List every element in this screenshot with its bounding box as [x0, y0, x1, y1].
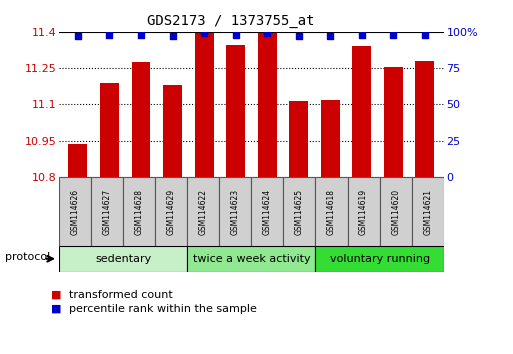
Bar [384, 67, 403, 177]
FancyBboxPatch shape [251, 177, 283, 246]
Point [358, 32, 366, 38]
Text: percentile rank within the sample: percentile rank within the sample [69, 304, 257, 314]
Text: GSM114618: GSM114618 [327, 189, 336, 234]
Text: twice a week activity: twice a week activity [192, 254, 310, 264]
Text: GSM114620: GSM114620 [391, 188, 400, 235]
FancyBboxPatch shape [59, 177, 91, 246]
Text: GSM114623: GSM114623 [231, 188, 240, 235]
Bar [194, 33, 213, 177]
Bar [226, 45, 245, 177]
Text: GSM114627: GSM114627 [103, 188, 112, 235]
Text: GSM114629: GSM114629 [167, 188, 176, 235]
Text: GSM114621: GSM114621 [423, 189, 432, 234]
Text: sedentary: sedentary [95, 254, 151, 264]
Text: ■: ■ [51, 304, 62, 314]
Text: ■: ■ [51, 290, 62, 299]
FancyBboxPatch shape [315, 246, 444, 272]
FancyBboxPatch shape [155, 177, 187, 246]
Bar [258, 33, 277, 177]
Bar [100, 83, 119, 177]
Text: GSM114624: GSM114624 [263, 188, 272, 235]
Bar [68, 144, 87, 177]
Text: GSM114622: GSM114622 [199, 189, 208, 234]
Text: voluntary running: voluntary running [329, 254, 430, 264]
Text: protocol: protocol [5, 252, 50, 262]
FancyBboxPatch shape [380, 177, 411, 246]
FancyBboxPatch shape [315, 177, 348, 246]
Point [168, 33, 176, 39]
Text: GSM114626: GSM114626 [70, 188, 80, 235]
FancyBboxPatch shape [187, 177, 220, 246]
Text: transformed count: transformed count [69, 290, 173, 299]
Bar [321, 99, 340, 177]
Bar [416, 61, 435, 177]
Text: GDS2173 / 1373755_at: GDS2173 / 1373755_at [147, 14, 314, 28]
FancyBboxPatch shape [187, 246, 315, 272]
Point [137, 32, 145, 38]
Point [294, 33, 303, 39]
FancyBboxPatch shape [220, 177, 251, 246]
Bar [352, 46, 371, 177]
FancyBboxPatch shape [91, 177, 123, 246]
FancyBboxPatch shape [412, 177, 444, 246]
Point [105, 32, 113, 38]
Bar [131, 62, 150, 177]
Point [421, 32, 429, 38]
Text: GSM114619: GSM114619 [359, 188, 368, 235]
FancyBboxPatch shape [348, 177, 380, 246]
Text: GSM114628: GSM114628 [134, 189, 144, 234]
Point [389, 32, 398, 38]
Bar [289, 101, 308, 177]
FancyBboxPatch shape [283, 177, 315, 246]
Point [263, 30, 271, 36]
FancyBboxPatch shape [59, 246, 187, 272]
Point [74, 33, 82, 39]
Point [231, 32, 240, 38]
Point [200, 30, 208, 36]
Point [326, 33, 334, 39]
FancyBboxPatch shape [123, 177, 155, 246]
Bar [163, 85, 182, 177]
Text: GSM114625: GSM114625 [295, 188, 304, 235]
